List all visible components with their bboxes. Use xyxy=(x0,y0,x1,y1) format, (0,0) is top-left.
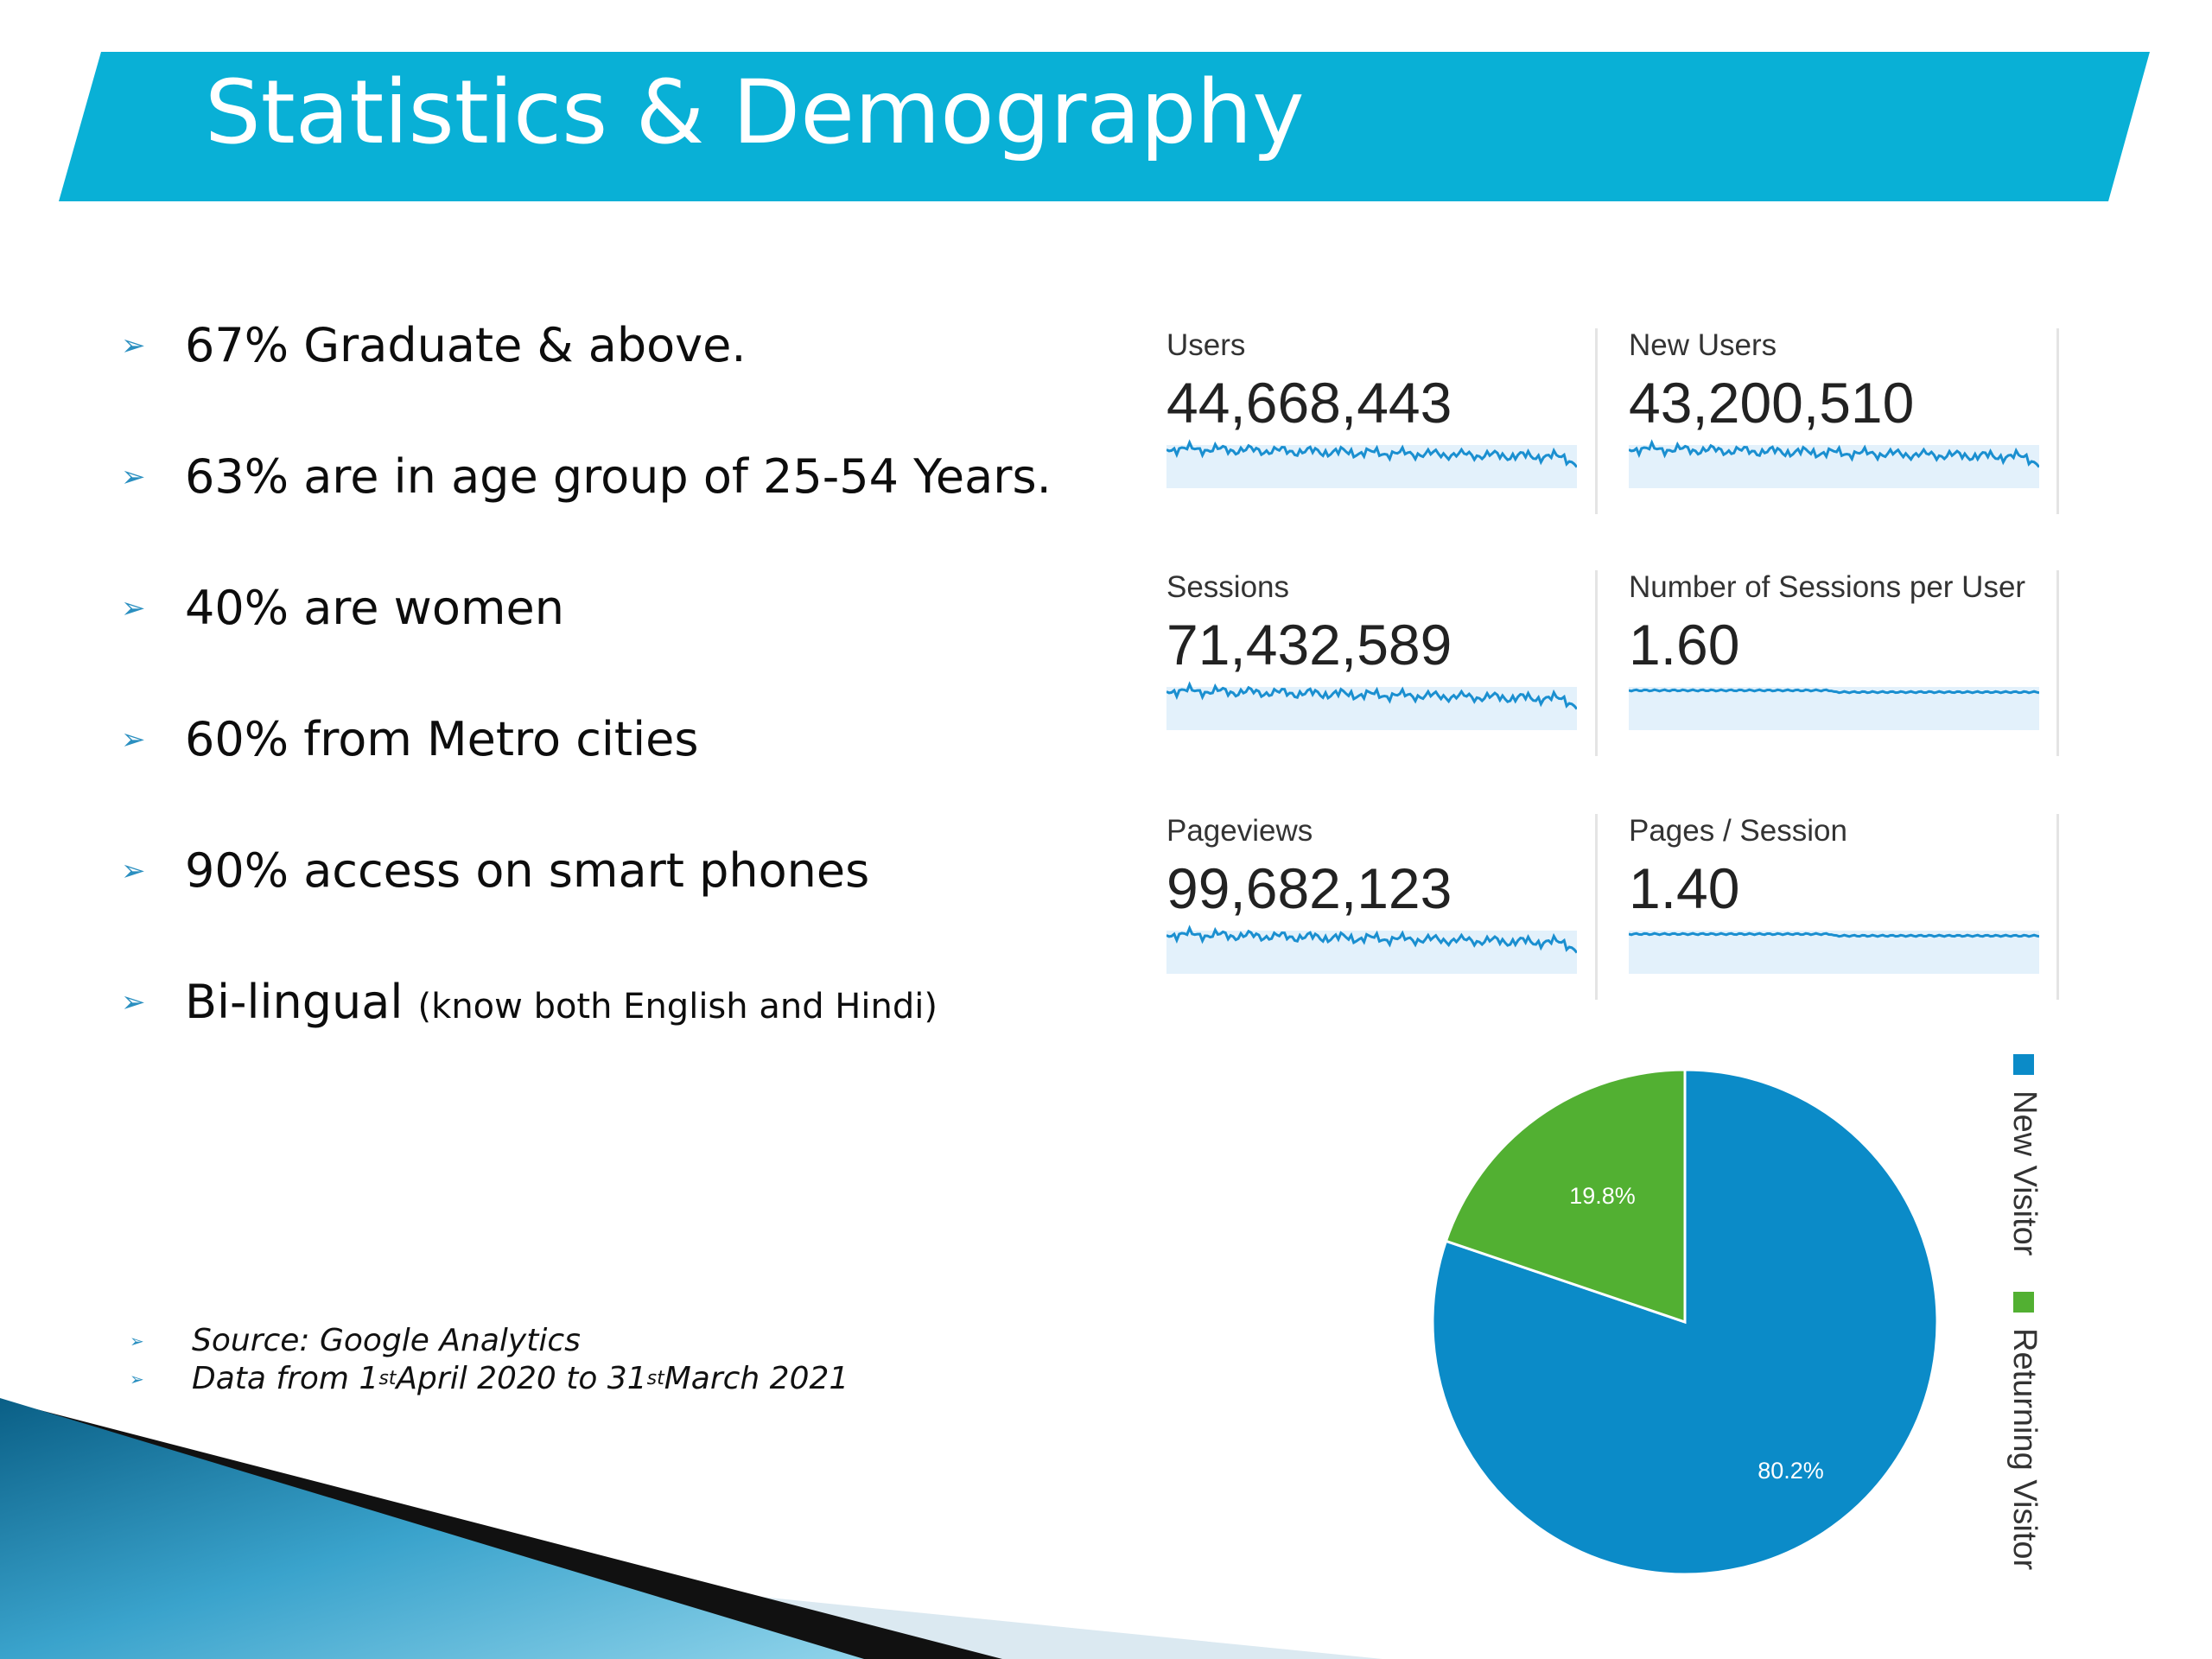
sessions-sparkline xyxy=(1166,681,1577,730)
legend-item-returning-visitor: Returning Visitor xyxy=(2005,1292,2043,1570)
sparkline-line xyxy=(1629,439,2039,468)
sparkline-line xyxy=(1166,681,1577,710)
bilingual-note: (know both English and Hindi) xyxy=(417,987,938,1027)
list-item: ➢ Bi-lingual (know both English and Hindi… xyxy=(121,976,1052,1108)
pie-legend: New Visitor Returning Visitor xyxy=(2005,1054,2056,1573)
metric-card-sessions-per-user: Number of Sessions per User 1.60 xyxy=(1620,570,2078,756)
pages-per-session-sparkline xyxy=(1629,931,2039,974)
metric-value: 43,200,510 xyxy=(1629,371,1915,435)
card-divider xyxy=(1595,814,1598,1000)
sessions-per-user-sparkline xyxy=(1629,687,2039,730)
card-divider xyxy=(2056,328,2059,514)
metric-value: 1.60 xyxy=(1629,613,1740,677)
arrow-bullet-icon: ➢ xyxy=(121,985,146,1020)
pie-data-label: 80.2% xyxy=(1758,1458,1824,1484)
pie-slice-returning-visitor xyxy=(1444,1068,1687,1325)
pie-data-label: 19.8% xyxy=(1569,1183,1636,1209)
arrow-bullet-icon: ➢ xyxy=(130,1331,144,1351)
arrow-bullet-icon: ➢ xyxy=(121,591,146,626)
metric-label: Number of Sessions per User xyxy=(1629,570,2026,604)
card-divider xyxy=(2056,814,2059,1000)
arrow-bullet-icon: ➢ xyxy=(130,1369,144,1389)
sparkline-line xyxy=(1166,925,1577,954)
sparkline-area xyxy=(1629,687,2039,730)
new-users-sparkline xyxy=(1629,439,2039,488)
arrow-bullet-icon: ➢ xyxy=(121,722,146,757)
list-item: ➢ 60% from Metro cities xyxy=(121,712,699,766)
list-item: ➢ 67% Graduate & above. xyxy=(121,318,747,372)
arrow-bullet-icon: ➢ xyxy=(121,460,146,494)
demographics-list: ➢ 67% Graduate & above. ➢ 63% are in age g… xyxy=(121,320,1052,1108)
metric-value: 1.40 xyxy=(1629,856,1740,920)
visitor-pie-chart: 80.2% 19.8% xyxy=(1431,1068,1939,1576)
metric-value: 44,668,443 xyxy=(1166,371,1452,435)
metric-card-pageviews: Pageviews 99,682,123 xyxy=(1158,814,1616,1000)
metric-label: Pageviews xyxy=(1166,814,1313,848)
metric-label: Pages / Session xyxy=(1629,814,1847,848)
source-line: ➢ Source: Google Analytics xyxy=(130,1323,581,1358)
list-item: ➢ 40% are women xyxy=(121,581,564,635)
list-item: ➢ 63% are in age group of 25-54 Years. xyxy=(121,449,1052,504)
legend-swatch xyxy=(2013,1292,2035,1313)
page-title: Statistics & Demography xyxy=(205,61,1305,164)
decorative-swoosh xyxy=(0,1398,1382,1659)
card-divider xyxy=(2056,570,2059,756)
card-divider xyxy=(1595,570,1598,756)
arrow-bullet-icon: ➢ xyxy=(121,328,146,363)
metric-label: Users xyxy=(1166,328,1246,362)
bilingual-text: Bi-lingual xyxy=(185,975,404,1029)
list-item: ➢ 90% access on smart phones xyxy=(121,843,870,898)
sparkline-line xyxy=(1629,688,2039,695)
sparkline-line xyxy=(1166,439,1577,468)
title-banner xyxy=(59,52,2150,201)
metric-card-users: Users 44,668,443 xyxy=(1158,328,1616,514)
metric-label: New Users xyxy=(1629,328,1777,362)
sparkline-area xyxy=(1629,931,2039,974)
metric-card-pages-per-session: Pages / Session 1.40 xyxy=(1620,814,2078,1000)
legend-item-new-visitor: New Visitor xyxy=(2005,1054,2043,1255)
card-divider xyxy=(1595,328,1598,514)
pageviews-sparkline xyxy=(1166,925,1577,974)
metric-card-sessions: Sessions 71,432,589 xyxy=(1158,570,1616,756)
metric-value: 99,682,123 xyxy=(1166,856,1452,920)
legend-swatch xyxy=(2013,1054,2035,1075)
metric-value: 71,432,589 xyxy=(1166,613,1452,677)
metric-label: Sessions xyxy=(1166,570,1290,604)
users-sparkline xyxy=(1166,439,1577,488)
metric-card-new-users: New Users 43,200,510 xyxy=(1620,328,2078,514)
sparkline-line xyxy=(1629,931,2039,938)
arrow-bullet-icon: ➢ xyxy=(121,854,146,888)
